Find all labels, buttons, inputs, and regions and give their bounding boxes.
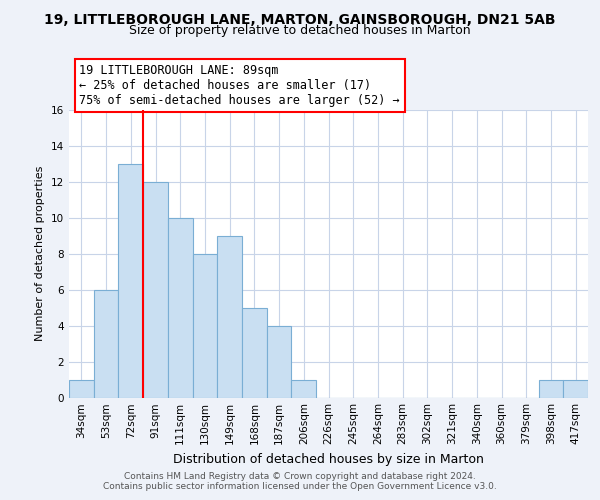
Bar	[168, 218, 193, 398]
Text: Contains HM Land Registry data © Crown copyright and database right 2024.: Contains HM Land Registry data © Crown c…	[124, 472, 476, 481]
Bar	[94, 290, 118, 398]
Y-axis label: Number of detached properties: Number of detached properties	[35, 166, 46, 342]
Text: 19, LITTLEBOROUGH LANE, MARTON, GAINSBOROUGH, DN21 5AB: 19, LITTLEBOROUGH LANE, MARTON, GAINSBOR…	[44, 12, 556, 26]
Bar	[193, 254, 217, 398]
Bar	[563, 380, 588, 398]
Bar	[539, 380, 563, 398]
Text: 19 LITTLEBOROUGH LANE: 89sqm
← 25% of detached houses are smaller (17)
75% of se: 19 LITTLEBOROUGH LANE: 89sqm ← 25% of de…	[79, 64, 400, 107]
Bar	[267, 326, 292, 398]
Bar	[69, 380, 94, 398]
Text: Size of property relative to detached houses in Marton: Size of property relative to detached ho…	[129, 24, 471, 37]
Bar	[143, 182, 168, 398]
Text: Contains public sector information licensed under the Open Government Licence v3: Contains public sector information licen…	[103, 482, 497, 491]
Bar	[242, 308, 267, 398]
Bar	[292, 380, 316, 398]
Bar	[118, 164, 143, 398]
Bar	[217, 236, 242, 398]
X-axis label: Distribution of detached houses by size in Marton: Distribution of detached houses by size …	[173, 453, 484, 466]
